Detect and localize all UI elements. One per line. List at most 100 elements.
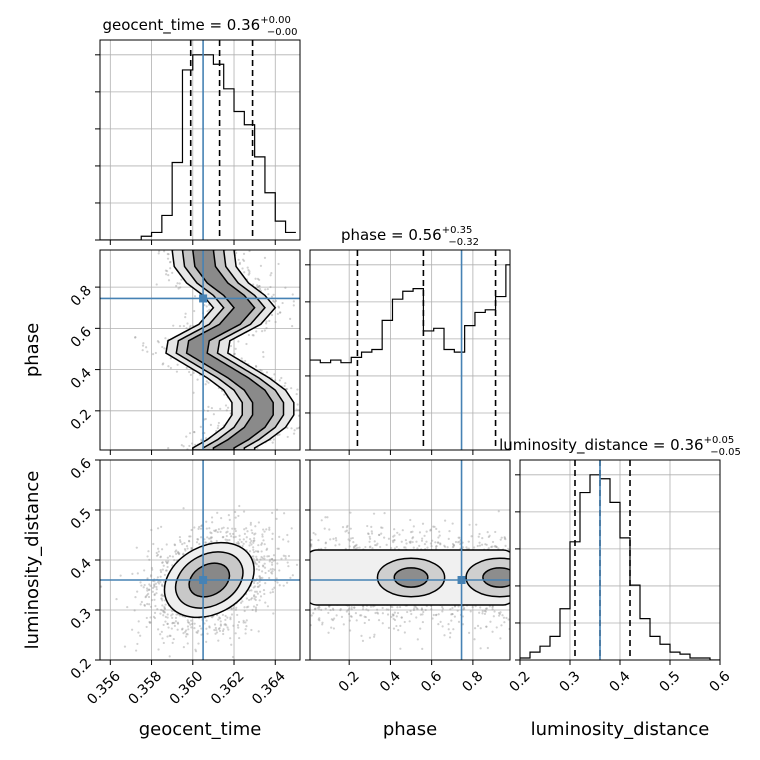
panel-phase-vs-geocent_time-sample — [254, 277, 257, 280]
panel-luminosity_distance-vs-geocent_time-sample — [155, 588, 158, 591]
panel-phase-vs-geocent_time-sample — [154, 351, 157, 355]
panel-luminosity_distance-vs-phase-sample — [485, 607, 488, 610]
panel-luminosity_distance-vs-geocent_time-sample — [136, 642, 139, 646]
panel-phase-vs-geocent_time-sample — [188, 444, 191, 448]
panel-luminosity_distance-vs-geocent_time-sample — [168, 555, 172, 558]
panel-phase-vs-geocent_time-ytick-label-1: 0.4 — [68, 365, 95, 392]
panel-phase-vs-geocent_time-sample — [186, 322, 189, 325]
panel-luminosity_distance-vs-geocent_time-sample — [188, 535, 191, 538]
panel-phase-vs-geocent_time-sample — [333, 403, 335, 405]
panel-luminosity_distance-vs-geocent_time-sample — [145, 625, 148, 629]
panel-luminosity_distance-vs-geocent_time-sample — [204, 541, 208, 544]
panel-luminosity_distance-vs-geocent_time-sample — [153, 585, 156, 588]
panel-luminosity_distance-vs-phase-sample — [387, 608, 390, 611]
panel-luminosity_distance-vs-phase-sample — [332, 627, 336, 630]
panel-luminosity_distance-vs-geocent_time-sample — [183, 547, 187, 551]
panel-luminosity_distance-vs-geocent_time-sample — [206, 536, 209, 539]
panel-luminosity_distance-vs-geocent_time-sample — [258, 580, 261, 583]
panel-luminosity_distance-vs-phase-sample — [369, 605, 373, 608]
panel-luminosity_distance-vs-geocent_time-sample — [261, 535, 264, 538]
panel-luminosity_distance-vs-phase-sample — [461, 623, 465, 626]
panel-luminosity_distance-vs-geocent_time-sample — [176, 621, 179, 624]
panel-luminosity_distance-vs-phase-contour-2-lobe-1 — [482, 567, 510, 588]
panel-phase-vs-geocent_time-sample — [292, 432, 296, 435]
panel-luminosity_distance-vs-geocent_time-sample — [216, 511, 219, 514]
panel-luminosity_distance-vs-geocent_time-sample — [149, 605, 153, 608]
panel-luminosity_distance-vs-geocent_time-sample — [256, 582, 259, 585]
panel-luminosity_distance-vs-geocent_time-sample — [156, 553, 160, 556]
panel-luminosity_distance-vs-geocent_time-sample — [160, 630, 163, 633]
panel-luminosity_distance-vs-geocent_time-sample — [189, 623, 192, 626]
panel-luminosity_distance-vs-geocent_time-sample — [196, 631, 199, 634]
panel-luminosity_distance-vs-phase-sample — [404, 539, 408, 542]
panel-luminosity_distance-vs-phase-sample — [393, 611, 396, 614]
panel-luminosity_distance-vs-phase-sample — [318, 606, 321, 609]
panel-phase-vs-geocent_time-sample — [190, 442, 194, 445]
panel-phase-vs-geocent_time-sample — [272, 299, 275, 302]
panel-luminosity_distance-vs-geocent_time-sample — [176, 628, 179, 631]
panel-luminosity_distance-vs-phase-sample — [476, 544, 479, 548]
panel-luminosity_distance-vs-phase-sample — [374, 611, 377, 615]
panel-luminosity_distance-vs-geocent_time-sample — [148, 588, 151, 591]
panel-luminosity_distance-vs-geocent_time-sample — [240, 540, 243, 544]
panel-luminosity_distance-vs-geocent_time-sample — [190, 626, 193, 629]
panel-luminosity_distance-vs-geocent_time-sample — [257, 565, 260, 568]
panel-luminosity_distance-vs-phase-sample — [446, 546, 449, 549]
panel-luminosity_distance-vs-phase-sample — [484, 543, 487, 546]
panel-phase-vs-geocent_time-sample — [289, 317, 292, 320]
panel-luminosity_distance-vs-phase-sample — [370, 525, 373, 528]
panel-luminosity_distance-vs-geocent_time-sample — [171, 555, 175, 558]
panel-phase-vs-geocent_time-sample — [162, 362, 165, 365]
panel-phase-vs-geocent_time-sample — [262, 351, 265, 354]
panel-luminosity_distance-vs-phase-sample — [354, 544, 357, 547]
panel-phase-vs-geocent_time-sample — [180, 278, 183, 281]
panel-phase-vs-geocent_time-sample — [280, 376, 283, 380]
panel-luminosity_distance-vs-geocent_time-sample — [163, 605, 166, 608]
panel-luminosity_distance-vs-phase-sample — [363, 621, 366, 625]
panel-luminosity_distance-vs-geocent_time-sample — [262, 528, 265, 531]
panel-luminosity_distance-vs-phase-sample — [391, 613, 394, 616]
panel-luminosity_distance-vs-geocent_time-sample — [263, 543, 266, 546]
panel-luminosity_distance-vs-phase-sample — [491, 605, 494, 608]
panel-luminosity_distance-vs-geocent_time-sample — [149, 616, 152, 619]
panel-luminosity_distance-vs-geocent_time-sample — [258, 574, 261, 578]
panel-phase-vs-geocent_time-sample — [269, 274, 272, 277]
panel-luminosity_distance-vs-phase-sample — [449, 608, 452, 611]
panel-phase-vs-geocent_time-sample — [305, 406, 307, 408]
panel-phase-vs-geocent_time-sample — [155, 283, 158, 286]
panel-phase-vs-geocent_time-sample — [296, 403, 299, 406]
panel-luminosity_distance-vs-geocent_time-sample — [239, 601, 243, 604]
panel-luminosity_distance-vs-phase-sample — [379, 545, 382, 549]
panel-luminosity_distance-vs-geocent_time-sample — [256, 558, 259, 562]
panel-phase-vs-geocent_time-sample — [193, 431, 196, 434]
panel-luminosity_distance-vs-geocent_time-sample — [267, 555, 271, 558]
panel-luminosity_distance-vs-phase-sample — [500, 536, 503, 539]
panel-luminosity_distance-vs-geocent_time-sample — [173, 544, 177, 547]
panel-luminosity_distance-vs-geocent_time-sample — [252, 548, 255, 552]
panel-luminosity_distance-vs-phase-sample — [317, 618, 320, 621]
panel-luminosity_distance-vs-geocent_time-sample — [252, 541, 255, 544]
panel-luminosity_distance-vs-geocent_time-sample — [219, 624, 222, 627]
panel-luminosity_distance-vs-geocent_time-sample — [175, 613, 178, 616]
panel-luminosity_distance-vs-geocent_time-sample — [232, 606, 235, 610]
panel-luminosity_distance-vs-phase-sample — [360, 614, 363, 617]
panel-luminosity_distance-vs-geocent_time-sample — [271, 558, 274, 561]
panel-phase-vs-geocent_time-sample — [176, 282, 179, 285]
panel-phase-vs-geocent_time-sample — [297, 426, 300, 430]
panel-luminosity_distance-vs-geocent_time-sample — [270, 557, 274, 561]
panel-luminosity_distance-vs-geocent_time-sample — [188, 540, 191, 543]
panel-luminosity_distance-vs-geocent_time-sample — [182, 552, 185, 555]
panel-luminosity_distance-vs-geocent_time-sample — [152, 615, 156, 618]
panel-luminosity_distance-vs-geocent_time-sample — [190, 619, 193, 622]
panel-luminosity_distance-vs-geocent_time-sample — [210, 532, 213, 535]
panel-luminosity_distance-vs-phase-sample — [381, 612, 384, 615]
panel-luminosity_distance-vs-geocent_time-sample — [268, 526, 271, 529]
panel-luminosity_distance-vs-phase-sample — [507, 547, 510, 550]
panel-phase-vs-geocent_time-sample — [212, 413, 215, 416]
panel-phase-vs-geocent_time-sample — [134, 336, 137, 339]
panel-phase-vs-geocent_time-sample — [271, 441, 274, 444]
panel-luminosity_distance-vs-geocent_time-sample — [270, 572, 274, 575]
panel-luminosity_distance-vs-geocent_time-sample — [140, 600, 143, 604]
panel-phase-vs-geocent_time-sample — [240, 357, 243, 360]
panel-luminosity_distance-vs-geocent_time-ytick-label-0: 0.2 — [68, 656, 95, 683]
